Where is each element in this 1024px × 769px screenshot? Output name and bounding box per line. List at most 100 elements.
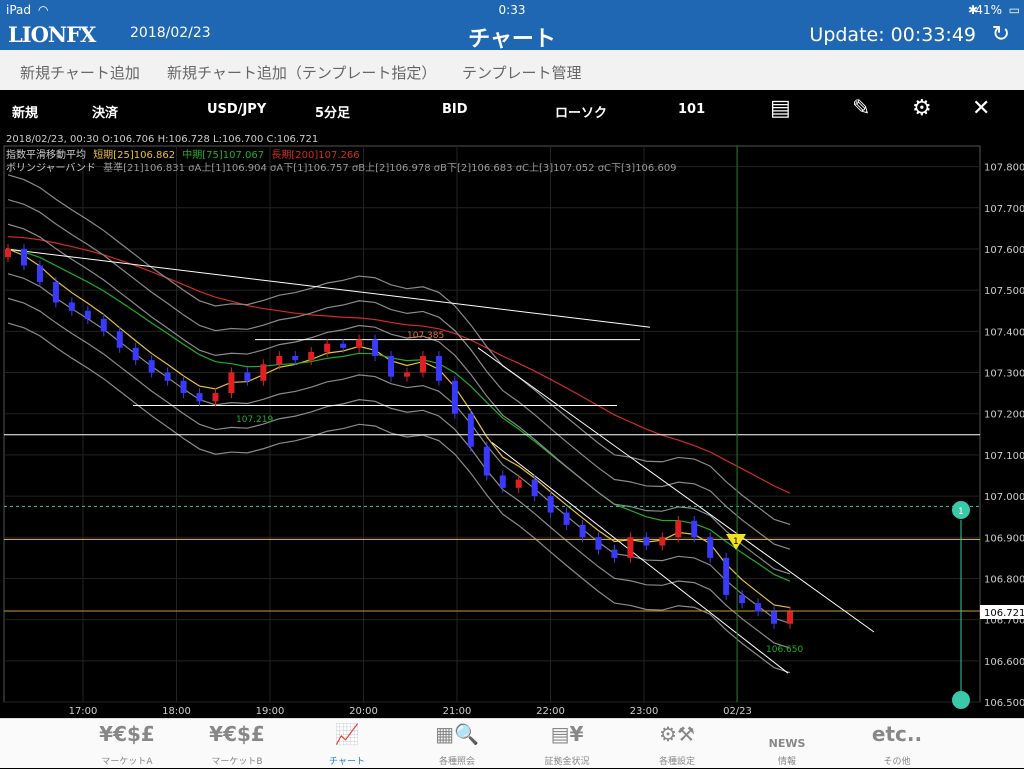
candle-body [435,356,442,381]
candle-body [515,479,522,488]
candle-body [196,393,203,402]
svg-text:ボリンジャーバンド 基準[21]106.831: ボリンジャーバンド 基準[21]106.831 σA上[1]106.904 σA… [6,161,677,174]
nav-chart[interactable]: 📈 チャート [292,719,402,769]
y-tick-label: 106.900 [984,533,1024,544]
candle-body [20,248,27,266]
candle-body [723,557,730,595]
nav-news[interactable]: NEWS 情報 [732,719,842,769]
price-alert-handle-top[interactable]: 1 [952,501,970,519]
candle-body [611,549,618,558]
y-tick-label: 107.000 [984,492,1024,503]
pencil-icon[interactable]: ✎ [852,96,871,121]
svg-text:指数平滑移動平均 短期[25]106.862: 指数平滑移動平均 短期[25]106.862 中期[75]107.067 長期[… [6,148,360,161]
margin-icon: ▤¥ [550,722,584,746]
timeframe-selector[interactable]: 5分足 [315,106,351,121]
candle-body [148,360,155,373]
candle-body [419,356,426,373]
candle-body [372,339,379,357]
candle-body [499,475,506,488]
nav-settings[interactable]: ⚙⚒ 各種設定 [622,719,732,769]
y-tick-label: 107.400 [984,327,1024,338]
x-tick-label: 21:00 [443,706,472,717]
trend-line [491,442,789,674]
candle-body [308,351,315,361]
candle-body [36,265,43,282]
list-icon[interactable]: ▤ [770,96,791,121]
chart-icon: 📈 [334,722,360,746]
settle-button[interactable]: 決済 [92,106,119,121]
candle-body [100,318,107,332]
device-label: iPad [6,3,32,17]
candle-body [659,537,666,546]
candle-body [5,248,11,258]
x-tick-label: 19:00 [256,706,285,717]
nav-market-a[interactable]: ¥€$£ マーケットA [72,719,182,769]
price-type-selector[interactable]: BID [442,102,468,117]
candle-body [531,479,538,497]
svg-text:1: 1 [958,507,964,517]
nav-etc[interactable]: etc.. その他 [842,719,952,769]
bollinger-lower-line [7,297,791,649]
y-tick-label: 107.600 [984,245,1024,256]
menu-new-chart[interactable]: 新規チャート追加 [20,64,140,82]
candle-body [691,520,698,538]
candle-body [675,520,682,538]
price-chart[interactable]: 107.800 107.700 107.600 107.500 107.400 107.3… [0,130,1024,718]
price-alert-handle-bottom[interactable] [952,691,970,709]
ma-label: 指数平滑移動平均 [6,148,86,161]
etc-icon: etc.. [871,722,923,746]
ohlc-readout: 2018/02/23, 00:30 O:106.706 H:106.728 L:… [6,134,318,145]
candle-body [707,537,714,558]
chart-type-selector[interactable]: ローソク [555,106,608,121]
nav-inquiry[interactable]: ▦🔍 各種照会 [402,719,512,769]
candle-body [451,380,458,414]
new-order-button[interactable]: 新規 [12,106,39,121]
nav-market-b[interactable]: ¥€$£ マーケットB [182,719,292,769]
ma-short-value: 短期[25]106.862 [93,148,175,161]
chart-area[interactable]: 107.800 107.700 107.600 107.500 107.400 107.3… [0,130,1024,718]
bluetooth-icon: ✱ [967,3,978,17]
y-tick-label: 106.500 [984,698,1024,709]
gear-icon[interactable]: ⚙ [912,96,932,121]
candle-body [403,372,410,377]
svg-text:1: 1 [733,537,739,547]
close-icon[interactable]: ✕ [972,96,991,121]
currency-icon: ¥€$£ [209,722,265,746]
ma-mid-value: 中期[75]107.067 [182,148,264,161]
update-time: Update: 00:33:49 [809,24,976,46]
candle-body [276,356,283,365]
menu-template-manage[interactable]: テンプレート管理 [462,64,582,82]
refresh-icon[interactable]: ↻ [991,22,1010,47]
y-tick-label: 107.700 [984,204,1024,215]
candle-body [388,356,395,377]
candle-body [467,413,474,447]
y-tick-label: 106.800 [984,574,1024,585]
candle-body [260,364,267,381]
y-tick-label: 107.300 [984,369,1024,380]
battery-level: 41% [975,3,1002,17]
menu-new-chart-template[interactable]: 新規チャート追加（テンプレート指定） [167,64,437,82]
ma-long-value: 長期[200]107.266 [271,149,359,161]
news-icon: NEWS [768,737,806,750]
ma-mid-line [7,248,791,582]
candle-body [228,372,235,394]
candle-body [547,496,554,513]
y-tick-label: 107.200 [984,410,1024,421]
lionfx-logo: LIONFX [8,22,96,47]
bar-count-selector[interactable]: 101 [678,102,706,117]
x-tick-label: 23:00 [630,706,659,717]
currency-icon: ¥€$£ [99,722,155,746]
alert-marker[interactable]: 1 [726,534,746,550]
nav-margin[interactable]: ▤¥ 証拠金状況 [512,719,622,769]
candle-body [68,302,75,311]
search-icon: ▦🔍 [435,722,479,746]
candle-body [595,537,602,550]
y-tick-label: 107.100 [984,451,1024,462]
bb-label: ボリンジャーバンド [6,162,96,174]
y-tick-label: 106.600 [984,657,1024,668]
candle-body [755,603,762,612]
candle-body [244,372,251,381]
currency-pair-selector[interactable]: USD/JPY [207,102,267,117]
bollinger-upper-line [7,223,791,575]
y-tick-label: 106.700 [984,616,1024,627]
